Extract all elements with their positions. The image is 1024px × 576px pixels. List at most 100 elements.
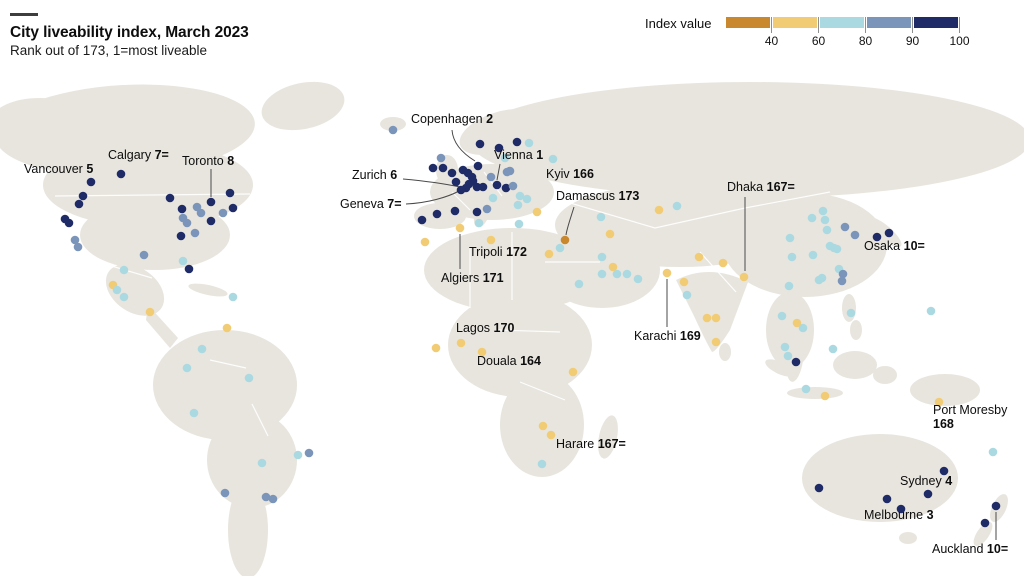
city-dot [814,483,824,493]
legend-tick-label: 80 [858,34,873,48]
city-rank: 7= [154,148,169,162]
city-dot [694,252,704,262]
city-dot [808,250,818,260]
legend: Index value 40 60 80 90 100 [645,14,970,48]
city-dot [177,204,187,214]
city-rank: 8 [227,154,235,168]
legend-tick-label: 40 [764,34,779,48]
legend-tick [817,17,819,33]
city-dot [451,177,461,187]
city-name: Melbourne [864,508,924,522]
city-rank: 5 [86,162,94,176]
city-dot [682,290,692,300]
city-dot [718,258,728,268]
city-dot [711,337,721,347]
city-dot [784,281,794,291]
city-name: Karachi [634,329,677,343]
city-dot [456,185,466,195]
city-name: Dhaka [727,180,764,194]
city-dot [884,228,894,238]
city-dot [820,215,830,225]
city-label-vienna: Vienna 1 [494,148,543,163]
city-name: Calgary [108,148,152,162]
city-dot [988,447,998,457]
city-dot [514,219,524,229]
legend-tick [770,17,772,33]
city-label-harare: Harare 167= [556,437,626,452]
city-dot [926,306,936,316]
city-dot [486,172,496,182]
city-dot [293,450,303,460]
city-label-sydney: Sydney 4 [900,474,952,489]
city-label-lagos: Lagos 170 [456,321,515,336]
city-name: Damascus [556,189,616,203]
city-name: Osaka [864,239,901,253]
city-dot [165,193,175,203]
city-dot [86,177,96,187]
city-dot [438,163,448,173]
city-dot [872,232,882,242]
city-dot [488,193,498,203]
city-dot [268,494,278,504]
city-label-melbourne: Melbourne 3 [864,508,934,523]
city-dot [139,250,149,260]
city-rank: 7= [387,197,402,211]
city-rank: 170 [493,321,515,335]
city-dot [597,269,607,279]
city-dot [524,138,534,148]
city-dot [702,313,712,323]
city-dot [513,200,523,210]
city-name: Algiers [441,271,480,285]
city-dot [257,458,267,468]
legend-swatch [913,17,958,28]
city-dot [225,188,235,198]
city-dot [608,262,618,272]
city-rank: 168 [933,416,954,431]
city-dot [622,269,632,279]
city-dot [244,373,254,383]
city-dot [882,494,892,504]
city-dot [934,397,944,407]
city-dot [428,163,438,173]
city-dot [822,225,832,235]
city-dot [850,230,860,240]
city-dot [388,125,398,135]
city-dot [508,181,518,191]
city-dot [228,203,238,213]
city-dot [538,421,548,431]
city-dot [991,501,1001,511]
chart-subtitle: Rank out of 173, 1=most liveable [10,43,207,58]
city-dot [112,285,122,295]
city-rank: 169 [679,329,701,343]
city-dot [679,277,689,287]
city-rank: 10= [986,542,1009,556]
city-rank: 172 [506,245,527,259]
legend-bin: 60 [772,14,825,48]
city-dots [60,125,1001,528]
city-dot [119,292,129,302]
city-rank: 2 [486,112,494,126]
city-dot [492,180,502,190]
city-dot [501,183,511,193]
city-dot [783,351,793,361]
city-dot [220,488,230,498]
city-dot [555,243,565,253]
city-label-calgary: Calgary 7= [108,148,169,163]
city-name: Copenhagen [411,112,483,126]
city-dot [478,182,488,192]
legend-tick-label: 100 [949,34,970,48]
city-dot [711,313,721,323]
title-rule [10,13,38,16]
city-dot [801,384,811,394]
city-dot [522,194,532,204]
country-borders [54,171,831,437]
city-dot [432,209,442,219]
legend-label: Index value [645,16,712,31]
city-dot [512,137,522,147]
legend-bins: 40 60 80 90 100 [725,14,970,48]
city-dot [548,154,558,164]
city-dot [792,318,802,328]
city-dot [456,338,466,348]
city-dot [597,252,607,262]
city-rank: 6 [390,168,398,182]
